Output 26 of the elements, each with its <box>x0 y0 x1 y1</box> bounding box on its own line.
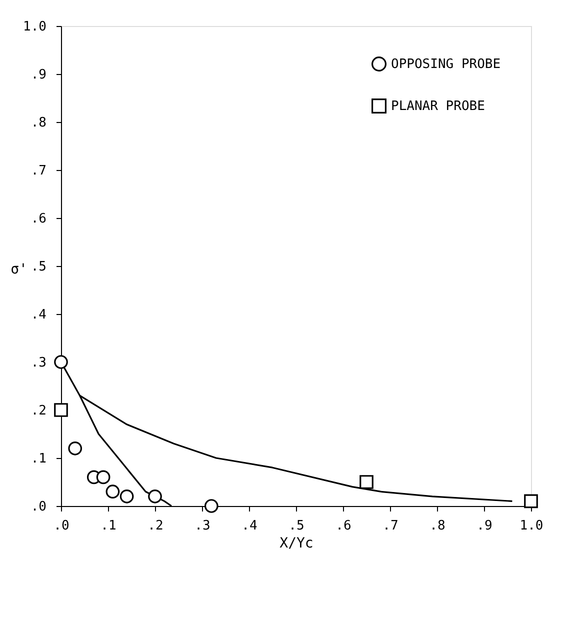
y-tick-label: .8 <box>30 116 46 130</box>
x-tick-label: .1 <box>100 518 116 534</box>
x-tick-label: 1.0 <box>520 518 544 534</box>
y-tick-label: .3 <box>30 356 46 370</box>
legend-label: PLANAR PROBE <box>391 99 485 114</box>
y-tick-label: .5 <box>30 260 46 274</box>
y-tick-label: .2 <box>30 404 46 418</box>
x-tick-label: .5 <box>288 518 304 534</box>
y-tick-label: 1.0 <box>23 20 46 34</box>
x-tick-label: .2 <box>148 518 164 534</box>
y-tick-label: .9 <box>30 68 46 82</box>
x-tick-label: .6 <box>336 518 352 534</box>
x-tick-label: .9 <box>476 518 492 534</box>
x-tick-label: .8 <box>430 518 446 534</box>
legend-label: OPPOSING PROBE <box>391 57 501 72</box>
y-tick-label: .7 <box>30 164 46 178</box>
x-tick-label: .7 <box>382 518 398 534</box>
y-axis-title: σ' <box>10 262 28 278</box>
x-tick-label: .0 <box>54 518 70 534</box>
x-tick-label: .3 <box>194 518 210 534</box>
y-tick-label: .0 <box>30 500 46 514</box>
x-tick-label: .4 <box>242 518 258 534</box>
y-tick-label: .1 <box>30 452 46 466</box>
y-tick-label: .6 <box>30 212 46 226</box>
y-tick-label: .4 <box>30 308 47 322</box>
x-axis-title: X/Yc <box>280 536 314 552</box>
